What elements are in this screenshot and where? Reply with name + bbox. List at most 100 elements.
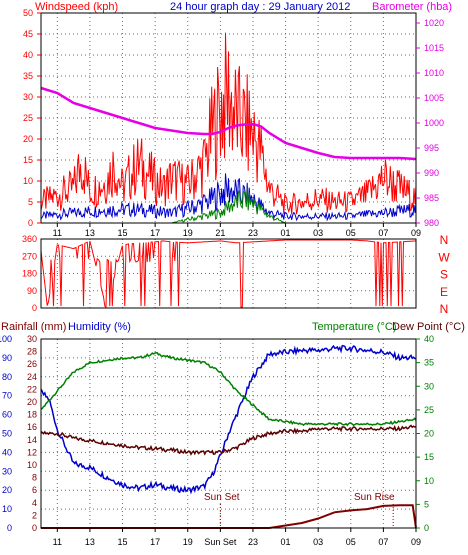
humidity-axis-label: Humidity (%) (68, 321, 131, 333)
climate-panel-axes: 0102030405060708090100024681012141618202… (0, 334, 434, 547)
wind-average-line (40, 173, 417, 222)
humidity-tick-label: 40 (2, 447, 12, 457)
barometer-tick-label: 1015 (424, 43, 444, 53)
humidity-tick-label: 90 (2, 353, 12, 363)
time-tick-label: 07 (378, 228, 388, 238)
time-tick-label: 15 (118, 228, 128, 238)
barometer-tick-label: 1020 (424, 18, 444, 28)
barometer-tick-label: 990 (424, 168, 439, 178)
windspeed-tick-label: 45 (23, 29, 33, 39)
time-tick-label: 23 (248, 228, 258, 238)
rain-tick-label: 22 (27, 384, 37, 394)
barometer-tick-label: 1000 (424, 118, 444, 128)
time-tick-label: 23 (248, 537, 258, 547)
windspeed-tick-label: 40 (23, 50, 33, 60)
temperature-tick-label: 40 (424, 334, 434, 344)
time-tick-label: Sun Set (204, 537, 237, 547)
temperature-tick-label: 10 (424, 476, 434, 486)
barometer-tick-label: 980 (424, 218, 439, 228)
compass-label: S (440, 268, 448, 282)
time-tick-label: 05 (346, 228, 356, 238)
temperature-tick-label: 20 (424, 429, 434, 439)
windspeed-tick-label: 5 (28, 197, 33, 207)
rain-tick-label: 20 (27, 397, 37, 407)
rainfall-line (41, 504, 417, 529)
compass-label: N (440, 233, 449, 247)
dewpoint-axis-label: Dew Point (°C) (392, 321, 465, 333)
rain-tick-label: 18 (27, 410, 37, 420)
humidity-tick-label: 20 (2, 485, 12, 495)
rain-tick-label: 30 (27, 334, 37, 344)
climate-panel-grid (41, 339, 417, 528)
windspeed-tick-label: 50 (23, 8, 33, 18)
time-tick-label: 19 (183, 537, 193, 547)
barometer-tick-label: 1005 (424, 93, 444, 103)
time-tick-label: 03 (313, 537, 323, 547)
rain-tick-label: 0 (32, 523, 37, 533)
direction-panel-grid (41, 239, 417, 308)
rain-tick-label: 24 (27, 372, 37, 382)
rainfall-axis-label: Rainfall (mm) (1, 321, 66, 333)
humidity-tick-label: 80 (2, 372, 12, 382)
direction-tick-label: 90 (27, 286, 37, 296)
time-tick-label: 11 (53, 228, 62, 238)
windspeed-axis-label: Windspeed (kph) (35, 1, 118, 13)
time-tick-label: 17 (150, 228, 160, 238)
wind-panel-axes: 0510152025303540455098098599099510001005… (23, 8, 444, 238)
time-tick-label: 05 (346, 537, 356, 547)
sunset-annotation: Sun Set (204, 492, 240, 503)
temperature-tick-label: 5 (424, 499, 429, 509)
rain-tick-label: 14 (27, 435, 37, 445)
time-tick-label: 07 (378, 537, 388, 547)
windspeed-tick-label: 15 (23, 155, 33, 165)
direction-tick-label: 0 (32, 303, 37, 313)
rain-tick-label: 16 (27, 422, 37, 432)
time-tick-label: 09 (411, 537, 421, 547)
dewpoint-line (40, 424, 416, 456)
sunrise-annotation: Sun Rise (354, 492, 395, 503)
windspeed-tick-label: 10 (23, 176, 33, 186)
direction-panel-frame (40, 238, 417, 309)
time-tick-label: 03 (313, 228, 323, 238)
rain-tick-label: 10 (27, 460, 37, 470)
rain-tick-label: 28 (27, 347, 37, 357)
climate-panel-plot (40, 344, 417, 529)
temperature-line (40, 351, 417, 427)
barometer-line (40, 86, 417, 161)
temperature-tick-label: 15 (424, 452, 434, 462)
windspeed-tick-label: 20 (23, 134, 33, 144)
wind-panel-plot (40, 32, 417, 224)
windspeed-tick-label: 30 (23, 92, 33, 102)
compass-label: W (438, 250, 450, 264)
temperature-tick-label: 30 (424, 381, 434, 391)
humidity-line (40, 344, 417, 495)
windspeed-line (40, 32, 417, 215)
humidity-tick-label: 70 (2, 391, 12, 401)
temperature-axis-label: Temperature (°C) (312, 321, 396, 333)
compass-label: E (440, 285, 448, 299)
time-tick-label: 19 (183, 228, 193, 238)
time-tick-label: 01 (281, 228, 291, 238)
time-tick-label: 11 (53, 537, 62, 547)
rain-tick-label: 8 (32, 473, 37, 483)
rain-tick-label: 6 (32, 485, 37, 495)
humidity-tick-label: 100 (0, 334, 12, 344)
rain-tick-label: 2 (32, 510, 37, 520)
rain-tick-label: 12 (27, 447, 37, 457)
direction-tick-label: 360 (22, 234, 37, 244)
rain-tick-label: 4 (32, 498, 37, 508)
humidity-tick-label: 30 (2, 466, 12, 476)
humidity-tick-label: 50 (2, 429, 12, 439)
direction-tick-label: 270 (22, 251, 37, 261)
windspeed-tick-label: 0 (28, 218, 33, 228)
chart-title: 24 hour graph day : 29 January 2012 (170, 1, 350, 13)
humidity-tick-label: 60 (2, 410, 12, 420)
barometer-tick-label: 995 (424, 143, 439, 153)
humidity-tick-label: 0 (7, 523, 12, 533)
barometer-tick-label: 985 (424, 193, 439, 203)
time-tick-label: 13 (85, 537, 95, 547)
temperature-tick-label: 35 (424, 358, 434, 368)
time-tick-label: 21 (215, 228, 225, 238)
